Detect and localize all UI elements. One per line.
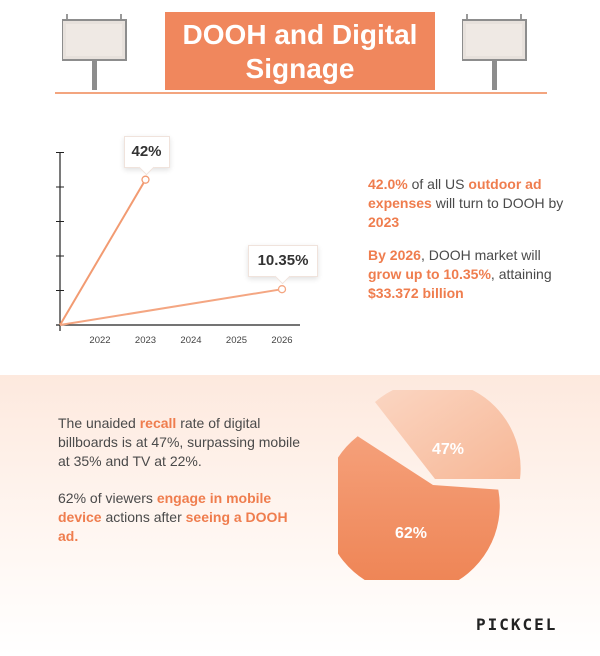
- recall-2-c: actions after: [101, 509, 186, 525]
- header-divider: [55, 92, 547, 94]
- data-point: [277, 285, 287, 294]
- pie-label-62: 62%: [395, 525, 427, 542]
- fact-1-d: will turn to DOOH by: [431, 195, 564, 211]
- facts-panel: 42.0% of all US outdoor ad expenses will…: [368, 175, 578, 317]
- engage-paragraph: 62% of viewers engage in mobile device a…: [58, 489, 308, 546]
- fact-2-a: By 2026: [368, 247, 421, 263]
- pie-chart: 47% 62%: [338, 390, 521, 580]
- pie-label-47: 47%: [432, 441, 464, 458]
- pie-slice-47: [375, 390, 521, 479]
- recall-text: The unaided recall rate of digital billb…: [58, 414, 308, 564]
- fact-market: By 2026, DOOH market will grow up to 10.…: [368, 246, 578, 303]
- fact-1-a: 42.0%: [368, 176, 408, 192]
- title-line-2: Signage: [245, 53, 355, 84]
- x-tick-label: 2024: [180, 335, 201, 346]
- header: DOOH and Digital Signage: [0, 0, 600, 100]
- x-tick-label: 2022: [89, 335, 110, 346]
- recall-1-b: recall: [139, 415, 177, 431]
- line-chart: 2022 2023 2024 2025 2026 42% 10.35%: [35, 135, 335, 355]
- fact-2-c: grow up to 10.35%: [368, 266, 491, 282]
- fact-1-b: of all US: [407, 176, 469, 192]
- series-line: [59, 288, 283, 326]
- data-label-42: 42%: [123, 135, 170, 168]
- chart-svg: 2022 2023 2024 2025 2026: [56, 152, 300, 346]
- billboard-icon: [62, 14, 127, 90]
- recall-paragraph: The unaided recall rate of digital billb…: [58, 414, 308, 471]
- recall-2-a: 62% of viewers: [58, 490, 157, 506]
- fact-2-e: $33.372 billion: [368, 285, 464, 301]
- fact-1-e: 2023: [368, 214, 400, 230]
- series-line: [59, 179, 147, 326]
- page-title: DOOH and Digital Signage: [165, 18, 435, 86]
- pie-slice-62: [338, 436, 500, 580]
- title-box: DOOH and Digital Signage: [165, 12, 435, 90]
- x-tick-label: 2026: [271, 335, 292, 346]
- fact-1-c: outdoor ad expenses: [368, 176, 542, 211]
- brand-logo: PICKCEL: [476, 615, 558, 634]
- recall-1-c: rate of digital billboards is at 47%, su…: [58, 415, 301, 469]
- data-label-10-35: 10.35%: [248, 245, 318, 278]
- x-tick-label: 2023: [135, 335, 156, 346]
- fact-2-d: , attaining: [490, 266, 552, 282]
- recall-2-d: seeing a DOOH ad.: [58, 509, 288, 544]
- billboard-icon: [462, 14, 527, 90]
- recall-1-a: The unaided: [58, 415, 140, 431]
- x-tick-label: 2025: [226, 335, 247, 346]
- fact-expenses: 42.0% of all US outdoor ad expenses will…: [368, 175, 578, 232]
- recall-2-b: engage in mobile device: [58, 490, 272, 525]
- fact-2-b: , DOOH market will: [420, 247, 541, 263]
- data-point: [141, 175, 150, 184]
- title-line-1: DOOH and Digital: [182, 19, 418, 50]
